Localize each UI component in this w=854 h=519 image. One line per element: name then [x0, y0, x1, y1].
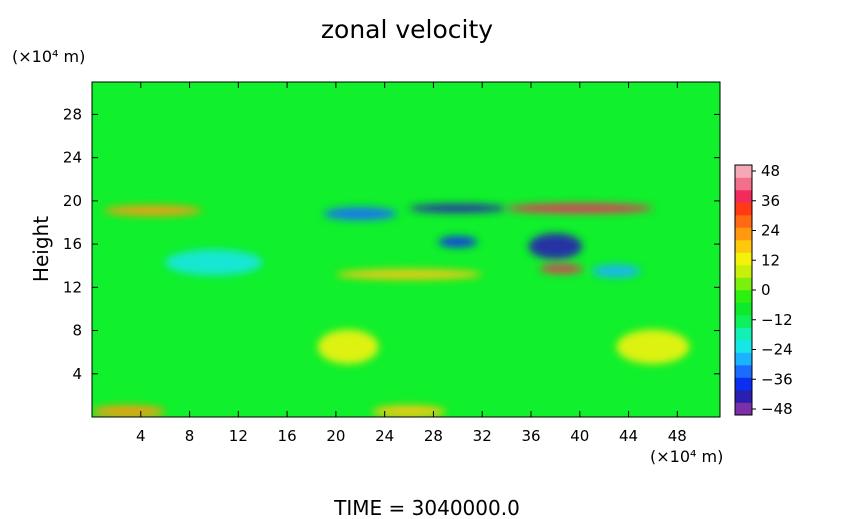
- velocity-field: [92, 203, 690, 417]
- x-tick-label: 24: [375, 427, 394, 445]
- colorbar-label: 0: [761, 281, 771, 299]
- plot-area: [92, 82, 720, 417]
- colorbar-band: [735, 227, 752, 241]
- colorbar-label: 36: [761, 192, 780, 210]
- x-tick-label: 4: [136, 427, 146, 445]
- field-feature: [409, 204, 507, 213]
- colorbar-band: [735, 302, 752, 316]
- colorbar-label: −36: [761, 370, 793, 388]
- field-feature: [323, 207, 397, 221]
- colorbar-label: 48: [761, 162, 780, 180]
- colorbar-band: [735, 252, 752, 266]
- field-feature: [528, 233, 583, 260]
- y-tick-label: 12: [63, 278, 82, 296]
- field-feature: [92, 405, 166, 417]
- colorbar-label: −48: [761, 400, 793, 418]
- x-tick-label: 36: [521, 427, 540, 445]
- y-axis: 4 8 12 16 20 24 28: [63, 105, 720, 383]
- field-feature: [616, 329, 690, 365]
- colorbar-band: [735, 240, 752, 253]
- x-axis-units: (×10⁴ m): [650, 447, 723, 466]
- x-tick-label: 20: [326, 427, 345, 445]
- x-tick-label: 32: [473, 427, 492, 445]
- x-tick-label: 8: [185, 427, 195, 445]
- x-tick-label: 40: [570, 427, 589, 445]
- colorbar-band: [735, 402, 752, 416]
- field-feature: [335, 269, 483, 280]
- x-tick-label: 44: [619, 427, 638, 445]
- y-tick-label: 20: [63, 192, 82, 210]
- y-tick-label: 16: [63, 235, 82, 253]
- y-tick-label: 8: [72, 322, 82, 340]
- y-tick-label: 24: [63, 149, 82, 167]
- field-feature: [591, 264, 641, 278]
- chart-title: zonal velocity: [321, 15, 493, 44]
- colorbar-band: [735, 315, 752, 328]
- colorbar-band: [735, 277, 752, 291]
- plot-frame: [91, 81, 721, 418]
- colorbar-label: −24: [761, 341, 793, 359]
- field-feature: [165, 249, 263, 276]
- x-tick-label: 48: [668, 427, 687, 445]
- colorbar-band: [735, 377, 752, 391]
- colorbar-band: [735, 327, 752, 341]
- colorbar-band: [735, 215, 752, 228]
- field-feature: [372, 405, 446, 417]
- y-tick-label: 4: [72, 365, 82, 383]
- colorbar-band: [735, 340, 752, 353]
- y-tick-label: 28: [63, 105, 82, 123]
- x-tick-label: 16: [278, 427, 297, 445]
- colorbar-band: [735, 365, 752, 378]
- colorbar-band: [735, 290, 752, 303]
- colorbar-band: [735, 177, 752, 191]
- colorbar-band: [735, 265, 752, 278]
- y-axis-units: (×10⁴ m): [12, 47, 85, 66]
- y-axis-label: Height: [29, 216, 53, 282]
- colorbar-band: [735, 165, 752, 178]
- x-axis: 4 8 12 16 20 24 28 32 36 40 44 48: [136, 82, 687, 445]
- colorbar-label: 12: [761, 251, 780, 269]
- colorbar-band: [735, 390, 752, 403]
- plot-background: [92, 82, 720, 417]
- colorbar-label: 24: [761, 222, 780, 240]
- time-label: TIME = 3040000.0: [333, 496, 520, 519]
- x-tick-label: 28: [424, 427, 443, 445]
- field-feature: [506, 203, 653, 214]
- field-feature: [438, 236, 478, 248]
- x-tick-label: 12: [229, 427, 248, 445]
- colorbar-label: −12: [761, 311, 793, 329]
- colorbar-band: [735, 190, 752, 203]
- colorbar-band: [735, 352, 752, 366]
- field-feature: [539, 264, 584, 274]
- colorbar-band: [735, 202, 752, 216]
- field-feature: [317, 329, 379, 365]
- colorbar: 48 36 24 12 0 −12 −24 −36 −48: [734, 162, 793, 418]
- field-feature: [104, 205, 202, 217]
